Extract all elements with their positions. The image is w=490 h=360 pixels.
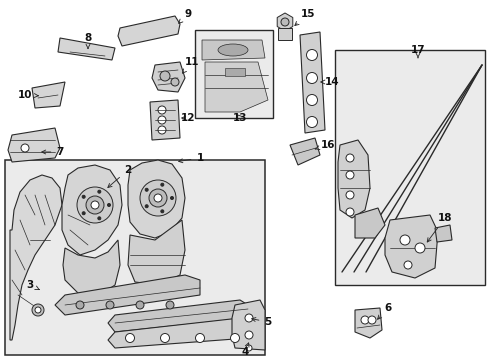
Text: 13: 13 [233, 113, 247, 123]
Polygon shape [385, 215, 438, 278]
Circle shape [166, 301, 174, 309]
Circle shape [346, 191, 354, 199]
Text: 11: 11 [182, 57, 199, 73]
Ellipse shape [218, 44, 248, 56]
Circle shape [230, 333, 240, 342]
Circle shape [161, 333, 170, 342]
Circle shape [158, 106, 166, 114]
Text: 8: 8 [84, 33, 92, 49]
Text: 14: 14 [321, 77, 339, 87]
Circle shape [161, 210, 164, 213]
Circle shape [145, 205, 148, 208]
Text: 7: 7 [42, 147, 64, 157]
Circle shape [400, 235, 410, 245]
Circle shape [158, 116, 166, 124]
Polygon shape [128, 160, 185, 238]
Text: 2: 2 [108, 165, 132, 188]
Polygon shape [355, 208, 385, 238]
Polygon shape [63, 240, 120, 295]
Polygon shape [300, 32, 325, 133]
Circle shape [136, 301, 144, 309]
Circle shape [82, 195, 85, 198]
Circle shape [281, 18, 289, 26]
Circle shape [77, 187, 113, 223]
Text: 6: 6 [378, 303, 392, 319]
Circle shape [145, 188, 148, 191]
Text: 12: 12 [181, 113, 195, 123]
Polygon shape [55, 275, 200, 315]
Circle shape [35, 307, 41, 313]
Circle shape [307, 72, 318, 84]
Polygon shape [128, 220, 185, 285]
Circle shape [346, 154, 354, 162]
Circle shape [82, 212, 85, 215]
Polygon shape [108, 318, 248, 348]
Circle shape [404, 261, 412, 269]
Circle shape [161, 183, 164, 186]
Bar [225, 68, 245, 76]
Polygon shape [118, 16, 180, 46]
Circle shape [98, 190, 101, 193]
Polygon shape [205, 62, 268, 112]
Polygon shape [32, 82, 65, 108]
Polygon shape [8, 128, 60, 162]
Circle shape [346, 208, 354, 216]
Circle shape [307, 49, 318, 60]
Text: 17: 17 [411, 45, 425, 58]
Circle shape [140, 180, 176, 216]
Polygon shape [435, 225, 452, 242]
Polygon shape [232, 300, 265, 350]
Text: 1: 1 [179, 153, 204, 163]
Circle shape [346, 171, 354, 179]
Polygon shape [62, 165, 122, 255]
Bar [335, 50, 485, 285]
Circle shape [307, 117, 318, 127]
Text: 3: 3 [26, 280, 39, 290]
Polygon shape [202, 40, 265, 60]
Text: 5: 5 [252, 317, 271, 327]
Circle shape [86, 196, 104, 214]
Circle shape [149, 189, 167, 207]
Bar [5, 160, 265, 355]
Circle shape [76, 301, 84, 309]
Text: 9: 9 [179, 9, 192, 23]
Polygon shape [290, 138, 320, 165]
Circle shape [368, 316, 376, 324]
Circle shape [245, 331, 253, 339]
Circle shape [106, 301, 114, 309]
Circle shape [154, 194, 162, 202]
Text: 18: 18 [427, 213, 452, 242]
Circle shape [91, 201, 99, 209]
Circle shape [125, 333, 134, 342]
Text: 16: 16 [315, 140, 335, 150]
Bar [195, 30, 273, 118]
Circle shape [415, 243, 425, 253]
Polygon shape [277, 13, 293, 31]
Circle shape [307, 94, 318, 105]
Circle shape [32, 304, 44, 316]
Circle shape [160, 71, 170, 81]
Polygon shape [58, 38, 115, 60]
Circle shape [158, 126, 166, 134]
Text: 4: 4 [241, 343, 249, 357]
Polygon shape [152, 62, 185, 92]
Circle shape [21, 144, 29, 152]
Circle shape [171, 197, 173, 199]
Polygon shape [108, 300, 248, 332]
Circle shape [361, 316, 369, 324]
Text: 15: 15 [295, 9, 315, 26]
Circle shape [245, 314, 253, 322]
Bar [278, 28, 292, 40]
Circle shape [196, 333, 204, 342]
Circle shape [246, 345, 252, 351]
Polygon shape [338, 140, 370, 218]
Circle shape [98, 217, 101, 220]
Circle shape [107, 203, 111, 207]
Polygon shape [355, 308, 382, 338]
Polygon shape [150, 100, 180, 140]
Circle shape [171, 78, 179, 86]
Text: 10: 10 [18, 90, 38, 100]
Polygon shape [10, 175, 62, 340]
